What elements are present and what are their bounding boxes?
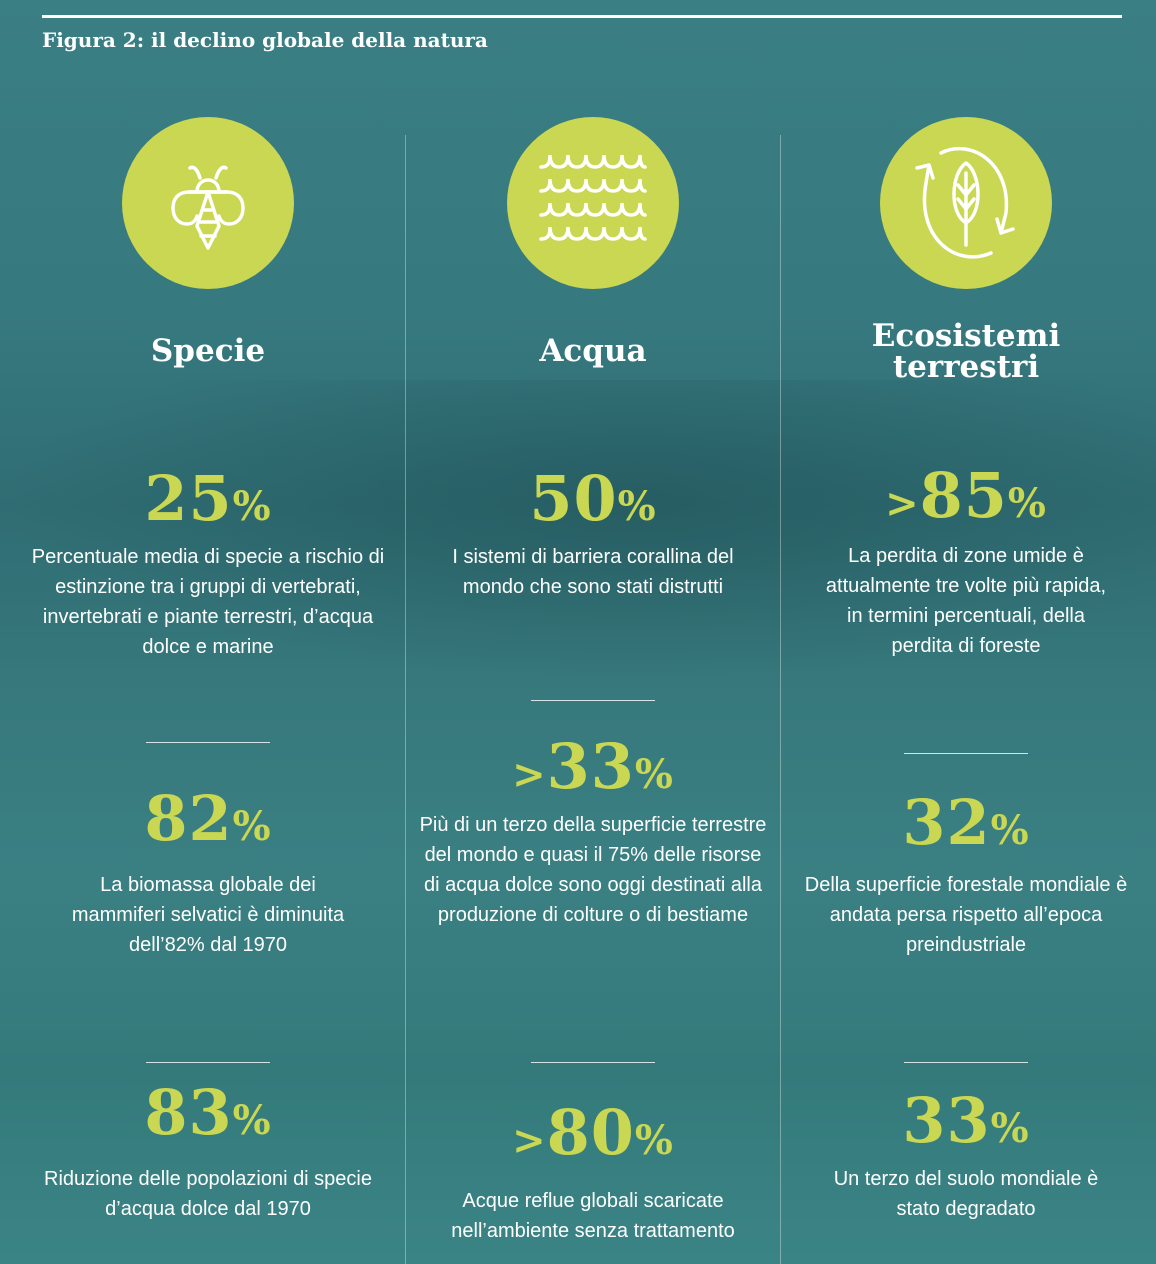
stat-value: 83% — [18, 1080, 398, 1154]
column-title-ecosistemi: Ecosistemi terrestri — [786, 321, 1146, 383]
stat-description: Della superficie forestale mondiale è an… — [804, 874, 1128, 956]
stat-number: 25 — [144, 462, 233, 535]
stat-item: 33% Un terzo del suolo mondiale è stato … — [776, 1088, 1156, 1224]
stat-description: La perdita di zone umide è attualmente t… — [825, 545, 1107, 657]
stat-unit: % — [1007, 480, 1047, 527]
stat-unit: % — [232, 803, 272, 850]
stat-value: 33% — [816, 1088, 1116, 1162]
stat-unit: % — [634, 751, 674, 798]
stat-divider — [531, 1062, 655, 1063]
waves-icon — [507, 117, 679, 289]
stat-number: 82 — [144, 782, 233, 855]
title-text: Ecosistemi terrestri — [871, 318, 1061, 385]
stat-unit: % — [990, 1105, 1030, 1152]
stat-item: 25% Percentuale media di specie a rischi… — [18, 466, 398, 662]
stat-unit: % — [232, 1097, 272, 1144]
stat-number: 80 — [546, 1096, 635, 1169]
stat-unit: % — [990, 807, 1030, 854]
column-divider — [405, 135, 406, 1264]
stat-value: >33% — [418, 734, 768, 808]
stat-number: 32 — [902, 786, 991, 859]
stat-prefix: > — [512, 1117, 547, 1164]
stat-description: I sistemi di barriera corallina del mond… — [452, 546, 734, 598]
stat-item: 82% La biomassa globale dei mammiferi se… — [18, 786, 398, 960]
stat-prefix: > — [885, 480, 920, 527]
stat-value: >80% — [428, 1100, 758, 1174]
stat-value: 82% — [58, 786, 358, 860]
stat-divider — [904, 753, 1028, 754]
stat-divider — [146, 742, 270, 743]
stat-number: 85 — [919, 459, 1008, 532]
stat-divider — [904, 1062, 1028, 1063]
stat-unit: % — [232, 483, 272, 530]
stat-unit: % — [634, 1117, 674, 1164]
stat-value: 32% — [801, 790, 1131, 864]
stat-description: Più di un terzo della superficie terrest… — [419, 814, 767, 926]
column-divider — [780, 135, 781, 1264]
stat-number: 33 — [546, 730, 635, 803]
stat-description: La biomassa globale dei mammiferi selvat… — [71, 874, 345, 956]
stat-divider — [531, 700, 655, 701]
stat-number: 50 — [529, 462, 618, 535]
stat-value: >85% — [816, 463, 1116, 537]
stat-description: Percentuale media di specie a rischio di… — [31, 546, 385, 658]
background-shade — [0, 380, 1156, 680]
column-title-specie: Specie — [150, 333, 266, 369]
stat-description: Acque reflue globali scaricate nell’ambi… — [451, 1190, 735, 1242]
stat-item: >33% Più di un terzo della superficie te… — [403, 734, 783, 930]
stat-prefix: > — [512, 751, 547, 798]
stat-unit: % — [617, 483, 657, 530]
stat-item: 83% Riduzione delle popolazioni di speci… — [18, 1080, 398, 1224]
stat-item: >85% La perdita di zone umide è attualme… — [776, 463, 1156, 661]
stat-number: 83 — [144, 1076, 233, 1149]
bee-icon — [122, 117, 294, 289]
stat-description: Un terzo del suolo mondiale è stato degr… — [833, 1168, 1099, 1220]
stat-item: 32% Della superficie forestale mondiale … — [776, 790, 1156, 960]
stat-item: 50% I sistemi di barriera corallina del … — [403, 466, 783, 602]
stat-description: Riduzione delle popolazioni di specie d’… — [44, 1168, 372, 1220]
stat-divider — [146, 1062, 270, 1063]
stat-value: 25% — [18, 466, 398, 540]
stat-number: 33 — [902, 1084, 991, 1157]
top-rule — [42, 15, 1122, 18]
leaf-cycle-icon — [880, 117, 1052, 289]
stat-value: 50% — [428, 466, 758, 540]
stat-item: >80% Acque reflue globali scaricate nell… — [403, 1100, 783, 1246]
figure-title: Figura 2: il declino globale della natur… — [42, 28, 488, 52]
column-title-acqua: Acqua — [539, 333, 647, 369]
